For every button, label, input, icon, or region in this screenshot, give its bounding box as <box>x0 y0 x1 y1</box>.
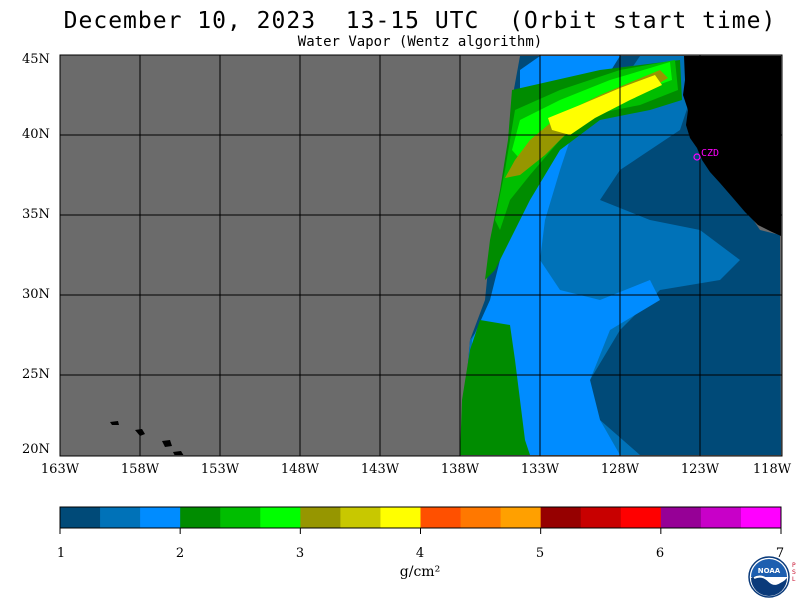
colorbar-swatch <box>260 507 301 528</box>
colorbar-swatch <box>60 507 101 528</box>
colorbar-tick-1: 1 <box>56 546 66 561</box>
noaa-logo-text: NOAA <box>758 567 781 575</box>
lon-label-118w: 118W <box>752 462 792 477</box>
colorbar-swatch <box>140 507 181 528</box>
colorbar-swatch <box>460 507 502 528</box>
lon-label-123w: 123W <box>680 462 720 477</box>
colorbar-tick-6: 6 <box>655 546 665 561</box>
colorbar-swatch <box>740 507 782 528</box>
page-title: December 10, 2023 13-15 UTC (Orbit start… <box>63 8 777 34</box>
colorbar-tick-2: 2 <box>175 546 185 561</box>
colorbar-tick-7: 7 <box>775 546 785 561</box>
colorbar-tick-3: 3 <box>295 546 305 561</box>
lon-label-128w: 128W <box>600 462 640 477</box>
station-marker-icon <box>693 153 701 161</box>
colorbar-tick-4: 4 <box>415 546 425 561</box>
station-label: CZD <box>701 148 719 159</box>
lon-label-138w: 138W <box>440 462 480 477</box>
swath-yellow <box>548 75 662 135</box>
lat-label-20n: 20N <box>22 442 50 457</box>
colorbar-swatch <box>660 507 702 528</box>
lat-label-40n: 40N <box>22 127 50 142</box>
colorbar-swatch <box>500 507 542 528</box>
lat-label-30n: 30N <box>22 287 50 302</box>
lat-label-35n: 35N <box>22 207 50 222</box>
colorbar-swatch <box>380 507 421 528</box>
lon-label-163w: 163W <box>40 462 80 477</box>
colorbar-tick-5: 5 <box>535 546 545 561</box>
colorbar-swatch <box>580 507 622 528</box>
lon-label-153w: 153W <box>200 462 240 477</box>
colorbar-swatch <box>300 507 341 528</box>
swath-dark-green <box>460 320 530 455</box>
colorbar-swatch <box>540 507 582 528</box>
swath-mid-green <box>495 60 678 230</box>
lat-label-25n: 25N <box>22 367 50 382</box>
north-america-land <box>683 56 781 236</box>
lon-label-143w: 143W <box>360 462 400 477</box>
colorbar-swatch <box>700 507 742 528</box>
hawaii-islands <box>110 421 184 455</box>
colorbar-swatch <box>180 507 221 528</box>
colorbar-swatch <box>100 507 141 528</box>
lon-label-133w: 133W <box>520 462 560 477</box>
colorbar-swatch <box>420 507 462 528</box>
colorbar-swatch <box>620 507 662 528</box>
map-grid <box>60 55 782 456</box>
colorbar <box>59 506 782 534</box>
colorbar-swatch <box>340 507 381 528</box>
page-subtitle: Water Vapor (Wentz algorithm) <box>297 34 543 50</box>
colorbar-units: g/cm² <box>399 564 441 580</box>
noaa-logo-icon: NOAA <box>748 556 790 598</box>
lat-label-45n: 45N <box>22 52 50 67</box>
lon-label-148w: 148W <box>280 462 320 477</box>
colorbar-swatch <box>220 507 261 528</box>
lon-label-158w: 158W <box>120 462 160 477</box>
